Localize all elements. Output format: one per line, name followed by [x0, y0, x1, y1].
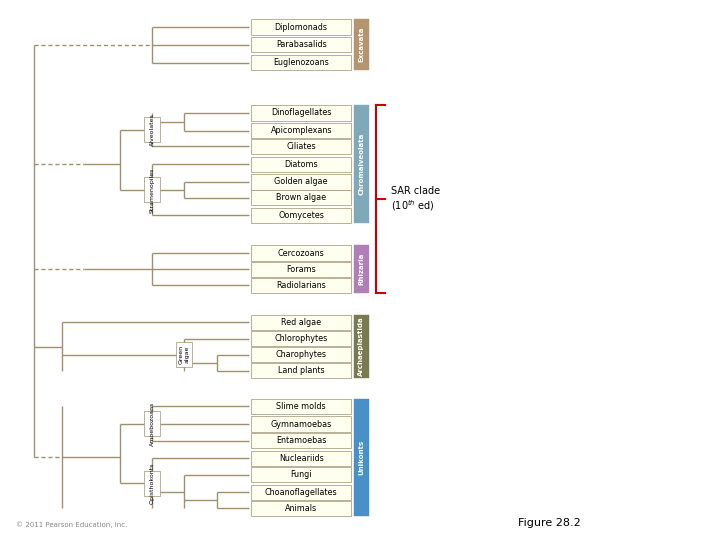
FancyBboxPatch shape: [354, 399, 369, 516]
Text: Opisthokonts: Opisthokonts: [150, 463, 155, 504]
Text: Slime molds: Slime molds: [276, 402, 326, 411]
FancyBboxPatch shape: [251, 123, 351, 138]
Text: Rhizaria: Rhizaria: [359, 253, 364, 285]
FancyBboxPatch shape: [251, 55, 351, 70]
Text: Land plants: Land plants: [278, 366, 325, 375]
Text: Excavata: Excavata: [359, 27, 364, 63]
Text: Archaeplastida: Archaeplastida: [359, 317, 364, 376]
Text: Fungi: Fungi: [290, 470, 312, 479]
Text: Figure 28.2: Figure 28.2: [518, 518, 580, 528]
Text: Radiolarians: Radiolarians: [276, 281, 326, 290]
FancyBboxPatch shape: [144, 178, 160, 202]
Text: Chlorophytes: Chlorophytes: [274, 334, 328, 343]
Text: Parabasalids: Parabasalids: [276, 40, 327, 49]
Text: Diplomonads: Diplomonads: [275, 23, 328, 31]
Text: Brown algae: Brown algae: [276, 193, 326, 202]
FancyBboxPatch shape: [354, 105, 369, 223]
FancyBboxPatch shape: [251, 363, 351, 379]
FancyBboxPatch shape: [251, 208, 351, 223]
Text: Entamoebas: Entamoebas: [276, 436, 326, 445]
Text: Gymnamoebas: Gymnamoebas: [271, 420, 332, 429]
FancyBboxPatch shape: [251, 399, 351, 414]
Text: Oomycetes: Oomycetes: [278, 211, 324, 220]
Text: Diatoms: Diatoms: [284, 160, 318, 168]
Text: Charophytes: Charophytes: [276, 350, 327, 359]
FancyBboxPatch shape: [251, 485, 351, 500]
Text: Euglenozoans: Euglenozoans: [274, 58, 329, 67]
Text: Stramenopiles: Stramenopiles: [150, 167, 155, 213]
Text: Amoebozoans: Amoebozoans: [150, 401, 155, 445]
Text: Forams: Forams: [287, 265, 316, 274]
FancyBboxPatch shape: [251, 245, 351, 261]
Text: Chromalveolata: Chromalveolata: [359, 133, 364, 195]
FancyBboxPatch shape: [251, 331, 351, 346]
FancyBboxPatch shape: [251, 278, 351, 293]
FancyBboxPatch shape: [251, 347, 351, 362]
FancyBboxPatch shape: [354, 315, 369, 379]
FancyBboxPatch shape: [251, 261, 351, 277]
Text: Animals: Animals: [285, 504, 318, 513]
FancyBboxPatch shape: [251, 315, 351, 330]
Text: Green
algae: Green algae: [179, 345, 189, 364]
FancyBboxPatch shape: [251, 416, 351, 432]
FancyBboxPatch shape: [144, 117, 160, 142]
Text: SAR clade
(10$^{th}$ ed): SAR clade (10$^{th}$ ed): [391, 186, 440, 213]
Text: Ciliates: Ciliates: [287, 142, 316, 151]
FancyBboxPatch shape: [251, 433, 351, 448]
Text: © 2011 Pearson Education, Inc.: © 2011 Pearson Education, Inc.: [16, 522, 127, 528]
FancyBboxPatch shape: [251, 19, 351, 35]
Text: Alveolates: Alveolates: [150, 113, 155, 146]
FancyBboxPatch shape: [251, 174, 351, 190]
FancyBboxPatch shape: [251, 451, 351, 466]
Text: Golden algae: Golden algae: [274, 178, 328, 186]
FancyBboxPatch shape: [251, 501, 351, 516]
Text: Cercozoans: Cercozoans: [278, 248, 325, 258]
FancyBboxPatch shape: [251, 139, 351, 154]
Text: Unikonts: Unikonts: [359, 440, 364, 475]
Text: Red algae: Red algae: [281, 318, 321, 327]
FancyBboxPatch shape: [144, 411, 160, 436]
FancyBboxPatch shape: [251, 467, 351, 482]
Text: Dinoflagellates: Dinoflagellates: [271, 109, 331, 118]
FancyBboxPatch shape: [354, 19, 369, 70]
FancyBboxPatch shape: [176, 342, 192, 367]
FancyBboxPatch shape: [251, 157, 351, 172]
FancyBboxPatch shape: [251, 190, 351, 205]
Text: Nucleariids: Nucleariids: [279, 454, 323, 463]
FancyBboxPatch shape: [251, 37, 351, 52]
FancyBboxPatch shape: [354, 245, 369, 293]
Text: Choanoflagellates: Choanoflagellates: [265, 488, 338, 497]
FancyBboxPatch shape: [144, 471, 160, 496]
FancyBboxPatch shape: [251, 105, 351, 120]
Text: Apicomplexans: Apicomplexans: [271, 126, 332, 135]
